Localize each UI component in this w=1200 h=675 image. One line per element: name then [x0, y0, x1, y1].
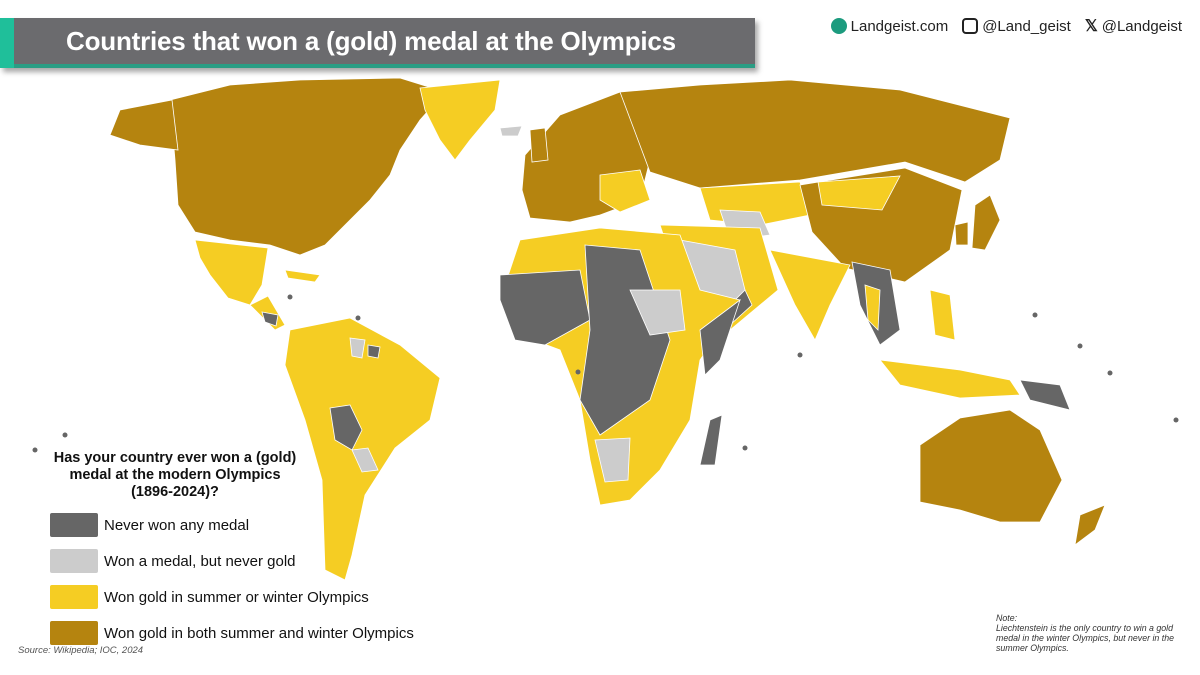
legend-swatch	[50, 549, 98, 573]
website-label: Landgeist.com	[850, 17, 949, 35]
source-text: Source: Wikipedia; IOC, 2024	[18, 645, 144, 656]
instagram-link[interactable]: @Land_geist	[962, 18, 1071, 35]
region-mongolia	[817, 175, 901, 211]
social-links: Landgeist.com @Land_geist 𝕏 @Landgeist	[830, 16, 1182, 36]
region-thailand	[864, 284, 881, 331]
note-text: Liechtenstein is the only country to win…	[996, 623, 1174, 653]
region-philippines	[929, 289, 956, 341]
region-north-america	[169, 77, 446, 256]
x-label: @Landgeist	[1101, 17, 1182, 35]
region-caribbean	[284, 269, 321, 283]
legend-swatch	[50, 621, 98, 645]
legend-label: Never won any medal	[104, 516, 250, 534]
legend-item-medal-no-gold: Won a medal, but never gold	[50, 549, 430, 573]
region-suriname	[367, 344, 381, 359]
region-india	[769, 249, 851, 341]
legend-swatch	[50, 513, 98, 537]
region-mexico	[194, 239, 269, 306]
region-eastern-europe	[599, 169, 651, 213]
region-iceland	[499, 125, 523, 137]
legend-label: Won gold in summer or winter Olympics	[104, 588, 369, 606]
legend-swatch	[50, 585, 98, 609]
region-africa-gray-south	[594, 437, 631, 483]
region-japan	[971, 194, 1001, 251]
region-korea	[954, 221, 969, 246]
region-africa-dark-west	[499, 269, 591, 346]
region-alaska	[109, 99, 179, 151]
region-africa-gray	[629, 289, 686, 336]
legend: Has your country ever won a (gold) medal…	[50, 450, 430, 645]
legend-label: Won gold in both summer and winter Olymp…	[104, 624, 414, 642]
instagram-label: @Land_geist	[982, 17, 1071, 35]
x-link[interactable]: 𝕏 @Landgeist	[1085, 16, 1182, 36]
title-accent	[0, 18, 14, 68]
region-indonesia	[879, 359, 1021, 399]
region-guyana	[349, 337, 366, 359]
region-russia	[619, 79, 1011, 189]
region-madagascar	[699, 414, 723, 466]
note: Note: Liechtenstein is the only country …	[996, 613, 1186, 653]
instagram-icon	[962, 18, 979, 34]
region-australia	[919, 409, 1063, 523]
legend-label: Won a medal, but never gold	[104, 552, 296, 570]
title-banner: Countries that won a (gold) medal at the…	[0, 18, 755, 68]
note-heading: Note:	[996, 613, 1018, 623]
x-icon: 𝕏	[1084, 18, 1098, 35]
legend-item-gold-one: Won gold in summer or winter Olympics	[50, 585, 430, 609]
region-greenland	[419, 79, 501, 161]
legend-item-gold-both: Won gold in both summer and winter Olymp…	[50, 621, 430, 645]
region-uk	[529, 127, 549, 163]
legend-title: Has your country ever won a (gold) medal…	[53, 450, 297, 500]
globe-icon	[830, 18, 847, 34]
region-new-zealand	[1074, 504, 1106, 546]
region-png	[1019, 379, 1071, 411]
region-somalia	[699, 298, 741, 376]
legend-item-never-medal: Never won any medal	[50, 513, 430, 537]
region-central-america-dark	[261, 311, 279, 327]
page-title: Countries that won a (gold) medal at the…	[66, 26, 676, 56]
region-bolivia	[329, 404, 363, 451]
website-link[interactable]: Landgeist.com	[830, 17, 949, 35]
region-paraguay	[351, 447, 379, 473]
